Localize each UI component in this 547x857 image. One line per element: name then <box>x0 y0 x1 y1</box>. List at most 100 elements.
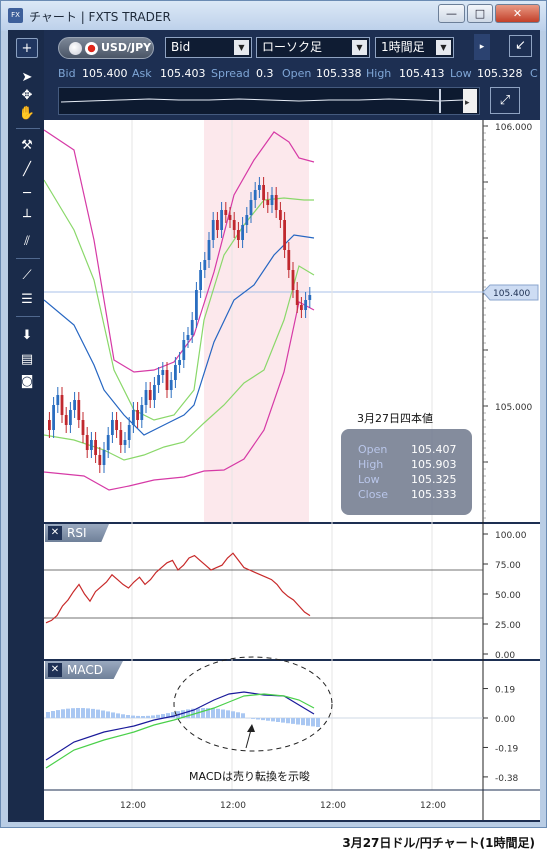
candle-body <box>98 455 102 465</box>
list-icon[interactable]: ▤ <box>20 352 34 367</box>
ohlc-close-value: 105.333 <box>411 488 457 501</box>
chevron-down-icon: ▼ <box>234 40 249 55</box>
open-label: Open <box>282 67 312 80</box>
maximize-button[interactable]: □ <box>467 4 493 23</box>
channel-tool-icon[interactable]: ⫽ <box>24 234 30 249</box>
macd-histogram-bar <box>106 711 110 718</box>
candle-body <box>153 385 156 400</box>
camera-icon[interactable]: ◙ <box>20 374 34 389</box>
navigator-strip[interactable]: ▸ <box>58 87 480 115</box>
navigator-sparkline: ▸ <box>60 89 477 113</box>
download-icon[interactable]: ⬇ <box>21 328 33 343</box>
hammer-tool-icon[interactable]: ⚒ <box>21 138 33 153</box>
rsi-panel-label: ✕ RSI <box>45 524 109 542</box>
open-value: 105.338 <box>316 67 362 80</box>
tool-divider <box>16 316 40 317</box>
close-macd-icon[interactable]: ✕ <box>48 663 62 677</box>
macd-histogram-bar <box>241 713 245 718</box>
chart-type-select[interactable]: ローソク足 ▼ <box>256 37 370 58</box>
jp-flag-icon <box>85 42 98 55</box>
candle-body <box>249 200 253 215</box>
macd-histogram-bar <box>291 718 295 724</box>
candle-body <box>77 400 81 420</box>
candle-body <box>136 410 139 420</box>
macd-histogram-bar <box>261 718 265 721</box>
expand-icon[interactable]: ⤢ <box>490 87 520 114</box>
chevron-down-icon: ▼ <box>436 40 451 55</box>
macd-histogram-bar <box>191 708 195 718</box>
candle-body <box>220 210 223 230</box>
vertical-line-tool-icon[interactable]: ┴ <box>23 210 31 225</box>
candle-body <box>90 440 93 450</box>
time-tick-label: 12:00 <box>320 801 346 811</box>
candle-body <box>119 430 123 445</box>
ohlc-low-label: Low <box>358 473 380 486</box>
candle-body <box>48 420 51 430</box>
symbol-selector[interactable]: USD/JPY <box>58 37 154 59</box>
candle-body <box>237 230 240 240</box>
horizontal-line-tool-icon[interactable]: ─ <box>23 186 31 201</box>
trendline-tool-icon[interactable]: ╱ <box>23 162 31 177</box>
rsi-tick-label: 50.00 <box>495 591 521 601</box>
candle-body <box>308 295 312 300</box>
macd-histogram-bar <box>206 708 210 718</box>
chart-canvas[interactable]: 106.000 105.000 105.400 100.00 75.00 50.00 25… <box>43 120 540 820</box>
macd-tick-label: 0.00 <box>495 715 515 725</box>
fibonacci-tool-icon[interactable]: ☰ <box>21 292 33 307</box>
collapse-icon[interactable]: ↙ <box>509 35 532 57</box>
candle-body <box>207 240 211 260</box>
macd-histogram-bar <box>81 708 85 718</box>
candle-body <box>232 220 236 230</box>
svg-text:▸: ▸ <box>465 98 470 108</box>
macd-histogram-bar <box>76 708 80 718</box>
macd-histogram-bar <box>306 718 310 726</box>
macd-histogram-bar <box>266 718 270 721</box>
timeframe-value: 1時間足 <box>381 40 425 54</box>
candle-body <box>157 375 160 385</box>
ohlc-open-value: 105.407 <box>411 443 457 456</box>
price-type-select[interactable]: Bid ▼ <box>165 37 252 58</box>
candle-body <box>69 410 72 425</box>
candle-body <box>304 300 307 310</box>
chart-caption: 3月27日ドル/円チャート(1時間足) <box>342 836 535 850</box>
candle-body <box>216 220 219 230</box>
candle-body <box>140 405 144 420</box>
close-button[interactable]: ✕ <box>495 4 540 23</box>
macd-line <box>45 691 315 761</box>
macd-histogram-bar <box>216 708 220 718</box>
current-price-label: 105.400 <box>493 289 530 299</box>
symbol-label: USD/JPY <box>101 41 152 54</box>
hand-tool-icon[interactable]: ✋ <box>18 106 36 121</box>
candle-body <box>295 290 299 305</box>
candle-body <box>60 395 64 415</box>
chevron-down-icon: ▼ <box>352 40 367 55</box>
candle-body <box>132 410 135 425</box>
candle-body <box>169 380 173 390</box>
toolbar-scroll-icon[interactable]: ▸ <box>474 34 490 60</box>
add-chart-button[interactable]: + <box>16 38 38 58</box>
spread-value: 0.3 <box>256 67 274 80</box>
ohlc-low-value: 105.325 <box>411 473 457 486</box>
macd-tick-label: -0.38 <box>495 774 519 784</box>
ohlc-high-label: High <box>358 458 384 471</box>
crosshair-tool-icon[interactable]: ✥ <box>21 88 33 103</box>
close-rsi-icon[interactable]: ✕ <box>48 526 62 540</box>
macd-histogram-bar <box>256 718 260 720</box>
macd-histogram-bar <box>126 715 130 718</box>
candle-body <box>106 435 110 450</box>
timeframe-select[interactable]: 1時間足 ▼ <box>375 37 454 58</box>
pointer-tool-icon[interactable]: ➤ <box>21 70 33 85</box>
macd-histogram-bar <box>161 714 165 718</box>
candle-body <box>85 435 89 450</box>
macd-histogram-bar <box>286 718 290 724</box>
macd-panel-label: ✕ MACD <box>45 661 123 679</box>
low-label: Low <box>450 67 472 80</box>
candle-body <box>174 365 177 380</box>
candle-body <box>291 270 295 290</box>
candle-body <box>258 185 261 190</box>
fan-tool-icon[interactable]: ⟋ <box>22 268 32 283</box>
macd-histogram-bar <box>86 708 90 718</box>
minimize-button[interactable]: — <box>438 4 465 23</box>
macd-histogram-bar <box>271 718 275 722</box>
macd-histogram-bar <box>181 710 185 718</box>
